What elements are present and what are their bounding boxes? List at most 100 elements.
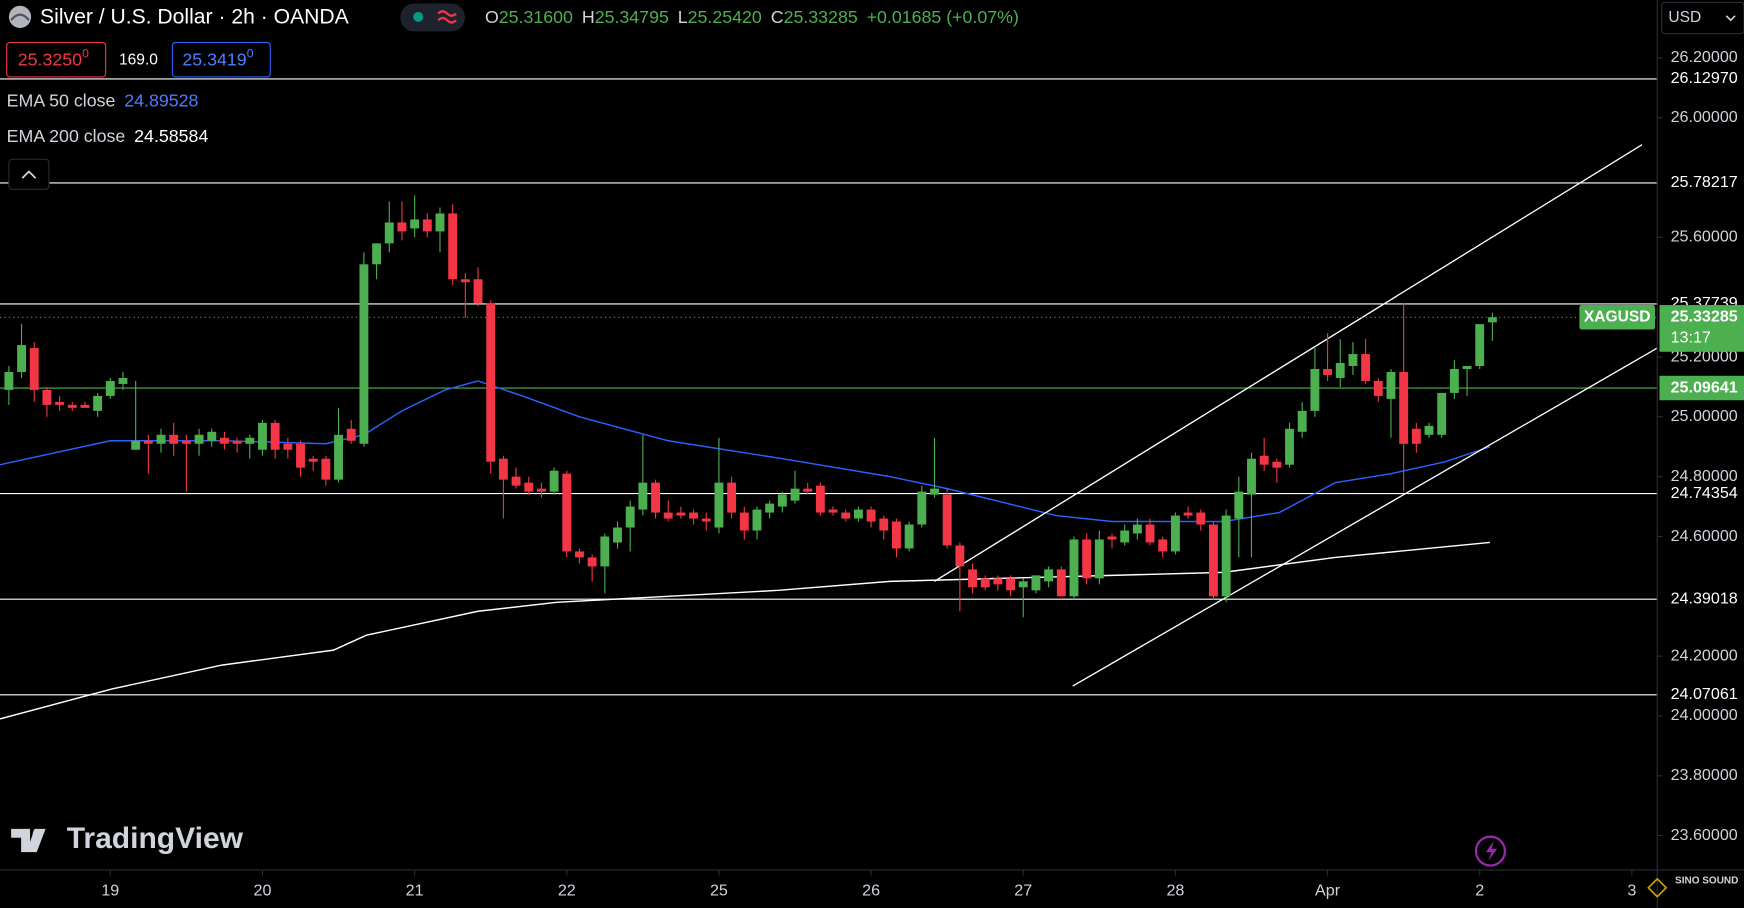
symbol-title[interactable]: Silver / U.S. Dollar · 2h · OANDA (40, 6, 350, 29)
delayed-icon (437, 10, 457, 24)
price-line-label: 24.07061 (1671, 685, 1738, 703)
price-lines (0, 78, 1658, 696)
candle-body (1056, 569, 1066, 597)
market-open-dot (413, 11, 424, 22)
sell-button[interactable] (6, 41, 107, 78)
candle-body (1209, 524, 1218, 597)
candle-body (156, 434, 166, 444)
x-tick-label: 25 (710, 881, 728, 899)
candle-body (1424, 425, 1434, 435)
candle-body (917, 491, 927, 525)
ohlc-key: O (485, 7, 499, 27)
candle-body (1411, 428, 1421, 444)
y-tick-label: 26.00000 (1671, 108, 1738, 126)
candle-body (765, 503, 775, 513)
candle-body (714, 482, 724, 528)
price-line-tag (1659, 375, 1744, 401)
alert-button[interactable] (1474, 835, 1506, 867)
candle-body (1386, 371, 1396, 399)
candle-body (435, 213, 445, 232)
candle-body (549, 470, 559, 492)
candle-body (118, 377, 128, 384)
status-pill[interactable] (400, 3, 465, 32)
candles (4, 195, 1497, 618)
candle-body (993, 578, 1003, 585)
candle-body (1335, 363, 1345, 378)
candle-body (536, 488, 546, 492)
price-line-label: 24.74354 (1671, 484, 1738, 502)
candle-body (1272, 461, 1282, 468)
candle-body (194, 434, 204, 444)
candle-body (1183, 512, 1193, 516)
candle-body (1170, 515, 1180, 552)
candle-body (29, 348, 39, 390)
candle-body (207, 431, 217, 441)
candle-body (1348, 354, 1358, 367)
sell-price[interactable]: 25.32500 (18, 47, 89, 69)
collapse-chevron (21, 170, 37, 179)
candle-body (1310, 368, 1320, 411)
symbol-tag-label: XAGUSD (1584, 308, 1651, 325)
x-tick-label: 20 (254, 881, 272, 899)
candle-body (1247, 458, 1256, 495)
candle-body (372, 243, 382, 265)
candle-body (55, 401, 65, 405)
candle-body (1399, 371, 1409, 444)
candle-body (473, 279, 483, 304)
candle-body (511, 476, 521, 486)
ohlc-value: 25.34795 (595, 7, 669, 27)
candle-body (689, 512, 699, 519)
x-tick-label: 3 (1627, 881, 1636, 899)
candle-body (17, 345, 27, 372)
candle-body (1221, 515, 1231, 597)
candle-body (980, 578, 990, 588)
candle-body (232, 440, 242, 444)
ohlc-key: H (582, 7, 595, 27)
candle-body (613, 527, 622, 543)
ohlc-value: 25.33285 (784, 7, 858, 27)
candle-body (1120, 530, 1130, 543)
price-line-tag (1659, 66, 1744, 92)
collapse-button[interactable] (8, 158, 50, 190)
currency-selector[interactable] (1661, 1, 1744, 35)
buy-price[interactable]: 25.34190 (182, 47, 253, 69)
candle-body (942, 494, 952, 546)
indicator-legend-item[interactable]: EMA 200 close 24.58584 (7, 126, 209, 146)
candle-body (1297, 410, 1307, 432)
candle-body (1323, 368, 1333, 375)
ask-price: 25.3419 (182, 49, 246, 69)
price-line-tag (1659, 682, 1744, 708)
indicator-legend-item[interactable]: EMA 50 close 24.89528 (7, 90, 199, 110)
y-tick-label: 26.20000 (1671, 48, 1738, 66)
candle-body (600, 536, 610, 567)
trend-line (934, 144, 1643, 582)
y-tick-label: 25.00000 (1671, 407, 1738, 425)
buy-button[interactable] (171, 41, 271, 78)
candle-body (1132, 524, 1142, 534)
symbol-icon-mark (10, 13, 30, 21)
indicator-name: EMA 50 close (7, 90, 116, 110)
candle-body (334, 434, 343, 480)
indicator-value: 24.58584 (134, 126, 208, 146)
candle-body (1285, 428, 1294, 465)
x-tick-label: 22 (558, 881, 576, 899)
candle-body (143, 440, 153, 444)
candle-body (638, 482, 648, 510)
candle-body (790, 488, 800, 501)
candle-body (397, 222, 407, 232)
bid-pip: 0 (82, 47, 89, 61)
price-line-tag (1659, 481, 1744, 506)
y-tick-label: 24.60000 (1671, 527, 1738, 545)
bar-countdown: 13:17 (1671, 329, 1711, 347)
candle-body (1462, 366, 1472, 369)
watermark-icon (1647, 877, 1668, 898)
candle-body (562, 473, 572, 552)
candle-body (1018, 581, 1028, 588)
candle-body (422, 219, 432, 232)
candle-body (1437, 392, 1447, 435)
currency[interactable]: USD (1668, 9, 1701, 26)
ohlc-key: C (771, 7, 784, 27)
